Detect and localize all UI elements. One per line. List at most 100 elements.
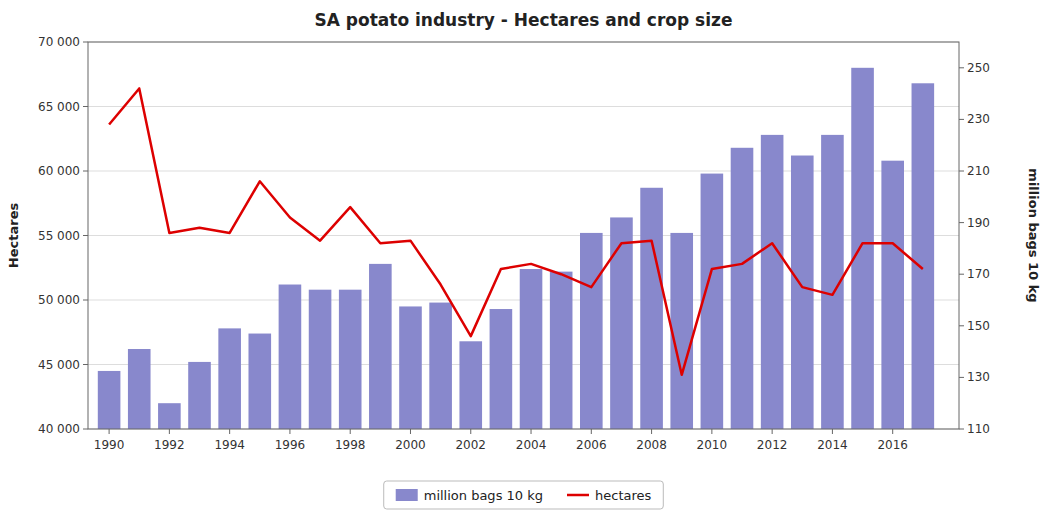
bar [670, 233, 693, 429]
tick [289, 429, 290, 434]
tick-label: 2010 [697, 438, 728, 452]
bar [429, 303, 452, 429]
plot-frame [88, 42, 959, 429]
tick [959, 429, 964, 430]
tick [959, 171, 964, 172]
bar [369, 264, 392, 429]
legend-swatch [567, 494, 589, 497]
bar [98, 371, 121, 429]
tick [410, 429, 411, 434]
tick [591, 429, 592, 434]
tick-label: 130 [967, 370, 990, 384]
tick-label: 2016 [877, 438, 908, 452]
tick [350, 429, 351, 434]
tick-label: 1994 [214, 438, 245, 452]
tick [711, 429, 712, 434]
tick [959, 67, 964, 68]
legend-label: hectares [595, 488, 652, 503]
legend-box [384, 481, 664, 509]
tick-label: 1990 [94, 438, 125, 452]
tick-label: 250 [967, 61, 990, 75]
bar [188, 362, 211, 429]
bar [248, 334, 271, 429]
tick-label: 65 000 [38, 100, 80, 114]
tick [531, 429, 532, 434]
grid [88, 42, 959, 429]
bar [761, 135, 784, 429]
tick [83, 429, 88, 430]
legend-label: million bags 10 kg [424, 488, 543, 503]
tick-label: 2002 [455, 438, 486, 452]
tick-label: 2006 [576, 438, 607, 452]
tick-label: 50 000 [38, 293, 80, 307]
tick-label: 230 [967, 112, 990, 126]
bar [610, 217, 633, 429]
bar [309, 290, 332, 429]
tick-label: 1998 [335, 438, 366, 452]
tick [470, 429, 471, 434]
tick-label: 170 [967, 267, 990, 281]
bar [640, 188, 663, 429]
tick-label: 2012 [757, 438, 788, 452]
bar [550, 272, 573, 429]
bar [912, 83, 935, 429]
tick-label: 1996 [275, 438, 306, 452]
bar [128, 349, 151, 429]
line [109, 88, 923, 374]
tick [229, 429, 230, 434]
bar [459, 341, 482, 429]
tick [83, 171, 88, 172]
bar [851, 68, 874, 429]
bar [881, 161, 904, 429]
tick [959, 377, 964, 378]
tick [83, 235, 88, 236]
x-axis: 1990199219941996199820002002200420062008… [94, 429, 908, 452]
tick-label: 210 [967, 164, 990, 178]
tick [959, 274, 964, 275]
bar [279, 285, 302, 429]
tick-label: 70 000 [38, 35, 80, 49]
tick [651, 429, 652, 434]
y-axis: 40 000 45 000 50 000 55 000 60 000 65 000 70 0… [6, 35, 88, 436]
tick-label: 2004 [516, 438, 547, 452]
tick [83, 42, 88, 43]
tick [169, 429, 170, 434]
legend: million bags 10 kg hectares [384, 481, 664, 509]
tick [83, 106, 88, 107]
plot-area [98, 68, 934, 429]
bar [339, 290, 362, 429]
bar [158, 403, 181, 429]
tick [83, 364, 88, 365]
tick-label: 110 [967, 422, 990, 436]
axis-label: million bags 10 kg [1026, 168, 1041, 302]
bar-series [98, 68, 934, 429]
tick-label: 2014 [817, 438, 848, 452]
tick [959, 325, 964, 326]
y2-axis: 110 130 150 170 190 210 230 250 million bags 10 … [959, 61, 1041, 436]
tick [892, 429, 893, 434]
chart: SA potato industry - Hectares and crop s… [0, 0, 1047, 519]
tick [959, 222, 964, 223]
bar [791, 156, 814, 429]
tick-label: 45 000 [38, 358, 80, 372]
tick [109, 429, 110, 434]
tick-label: 1992 [154, 438, 185, 452]
tick-label: 40 000 [38, 422, 80, 436]
tick [832, 429, 833, 434]
bar [520, 269, 543, 429]
bar [580, 233, 603, 429]
bar [399, 306, 422, 429]
tick-label: 60 000 [38, 164, 80, 178]
bar [490, 309, 513, 429]
tick-label: 190 [967, 216, 990, 230]
tick-label: 55 000 [38, 229, 80, 243]
tick [772, 429, 773, 434]
tick [959, 119, 964, 120]
tick-label: 150 [967, 319, 990, 333]
bar [218, 328, 241, 429]
grid-line [88, 106, 959, 107]
title: SA potato industry - Hectares and crop s… [315, 10, 733, 30]
tick-label: 2008 [636, 438, 667, 452]
axis-label: Hectares [6, 203, 21, 269]
bar [731, 148, 754, 429]
